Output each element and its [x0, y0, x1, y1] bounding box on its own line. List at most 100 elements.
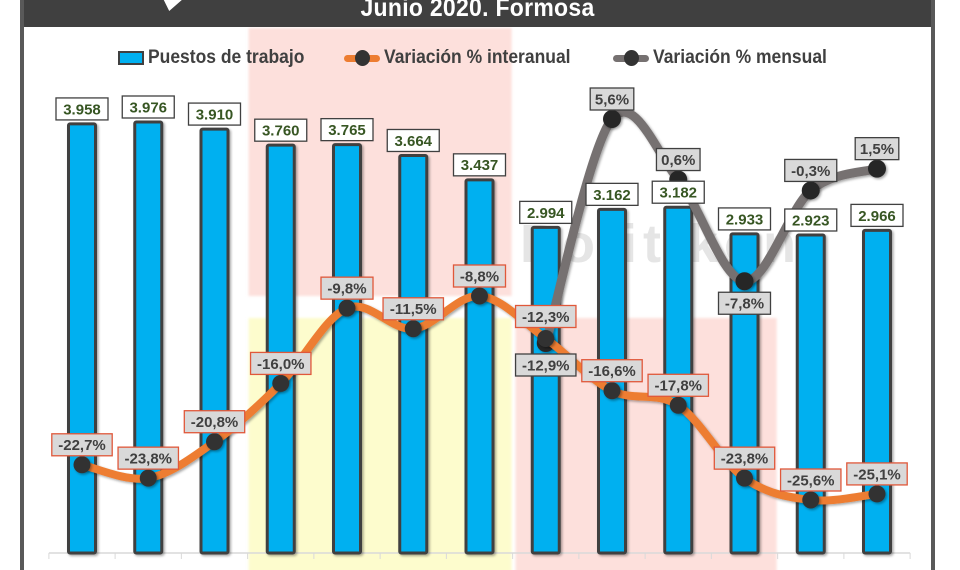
bar-value-label: 2.933 — [717, 207, 772, 231]
marker — [471, 287, 488, 305]
svg-text:3.664: 3.664 — [394, 133, 432, 150]
chart-frame-left — [20, 0, 24, 570]
svg-text:-12,9%: -12,9% — [522, 357, 570, 374]
svg-text:3.437: 3.437 — [461, 157, 499, 174]
svg-text:0,6%: 0,6% — [661, 152, 695, 169]
bar — [265, 143, 296, 555]
marker — [603, 110, 621, 128]
interanual-value-label: -16,0% — [249, 351, 312, 376]
interanual-value-label: -9,8% — [320, 276, 374, 300]
marker — [735, 272, 754, 291]
legend: Puestos de trabajo Variación % interanua… — [0, 44, 960, 72]
svg-text:-11,5%: -11,5% — [390, 301, 437, 318]
pct-data-labels: -22,7% -23,8% -20,8% -16,0% -9,8% -11,5% -8,8%… — [51, 87, 908, 492]
svg-text:5,6%: 5,6% — [595, 91, 629, 108]
svg-text:3.182: 3.182 — [659, 185, 697, 202]
svg-text:-23,8%: -23,8% — [721, 451, 769, 468]
mensual-value-label: -7,8% — [717, 291, 772, 315]
marker — [868, 485, 886, 503]
svg-text:3.162: 3.162 — [593, 187, 631, 204]
svg-text:2.933: 2.933 — [726, 211, 764, 228]
svg-text:-0,3%: -0,3% — [791, 163, 830, 180]
svg-text:-16,0%: -16,0% — [257, 356, 305, 373]
bar-value-label: 3.437 — [452, 153, 507, 177]
svg-text:-7,8%: -7,8% — [725, 296, 764, 313]
bar-value-label: 3.182 — [651, 180, 705, 204]
bar-swatch-icon — [118, 51, 145, 65]
legend-item-mensual: Variación % mensual — [612, 47, 842, 69]
marker — [272, 374, 290, 392]
marker — [206, 433, 223, 451]
svg-text:3.976: 3.976 — [129, 99, 167, 116]
svg-text:3.958: 3.958 — [63, 101, 101, 118]
bar-value-label: 3.976 — [121, 95, 175, 119]
svg-text:-20,8%: -20,8% — [191, 414, 239, 431]
interanual-value-label: -25,1% — [846, 462, 908, 486]
svg-text:-25,1%: -25,1% — [853, 466, 901, 483]
bar-value-label: 2.994 — [519, 200, 573, 225]
bar-value-label: 3.765 — [320, 117, 374, 142]
bar-data-labels: 3.958 3.976 3.910 3.760 3.765 3.664 3.437 2.994… — [55, 95, 904, 232]
svg-text:-9,8%: -9,8% — [327, 281, 366, 298]
mensual-value-label: -0,3% — [784, 158, 838, 183]
bar-value-label: 3.760 — [254, 118, 308, 142]
line-marker-swatch-icon — [612, 50, 649, 66]
bar — [862, 228, 892, 555]
marker — [868, 159, 886, 178]
bar-value-label: 3.958 — [55, 97, 109, 121]
marker — [404, 320, 422, 338]
mensual-value-label: 0,6% — [655, 147, 701, 172]
marker — [139, 469, 157, 487]
interanual-value-label: -23,8% — [713, 446, 776, 470]
marker — [736, 469, 753, 487]
interanual-value-label: -17,8% — [647, 373, 710, 397]
svg-text:-8,8%: -8,8% — [460, 268, 499, 285]
svg-text:-23,8%: -23,8% — [124, 451, 172, 468]
legend-item-puestos: Puestos de trabajo — [118, 47, 318, 69]
mensual-value-label: -12,9% — [514, 353, 577, 377]
line-marker-swatch-icon — [344, 50, 381, 66]
bar — [332, 143, 362, 555]
svg-text:2.994: 2.994 — [527, 205, 565, 222]
legend-label: Puestos de trabajo — [148, 47, 305, 68]
svg-text:-12,3%: -12,3% — [522, 309, 570, 326]
interanual-value-label: -25,6% — [779, 468, 842, 492]
svg-text:-16,6%: -16,6% — [588, 363, 636, 380]
svg-text:-22,7%: -22,7% — [58, 437, 106, 454]
svg-text:-25,6%: -25,6% — [787, 472, 835, 489]
mensual-value-label: 5,6% — [589, 87, 635, 111]
bar-value-label: 3.664 — [386, 128, 440, 153]
legend-label: Variación % interanual — [384, 47, 571, 68]
bar — [67, 122, 97, 555]
marker — [338, 299, 356, 317]
chart-frame-right — [931, 0, 935, 570]
svg-text:3.765: 3.765 — [328, 122, 366, 139]
marker — [73, 456, 91, 474]
bar-value-label: 3.162 — [585, 182, 639, 207]
legend-label: Variación % mensual — [652, 47, 827, 68]
interanual-value-label: -16,6% — [581, 359, 643, 383]
marker — [669, 396, 687, 414]
svg-text:3.760: 3.760 — [262, 123, 300, 140]
bar-value-label: 2.923 — [784, 208, 838, 232]
svg-text:3.910: 3.910 — [196, 106, 234, 123]
bar — [464, 178, 495, 555]
title-bar: Junio 2020. Formosa — [24, 0, 931, 27]
line-series-interanual — [73, 287, 886, 509]
interanual-value-label: -23,8% — [117, 446, 180, 470]
mensual-value-label: 1,5% — [854, 136, 900, 161]
interanual-value-label: -22,7% — [51, 433, 113, 457]
marker — [802, 491, 820, 509]
interanual-value-label: -11,5% — [382, 297, 445, 321]
interanual-value-label: -20,8% — [183, 410, 246, 434]
svg-text:-17,8%: -17,8% — [654, 378, 702, 395]
svg-text:1,5%: 1,5% — [860, 141, 894, 158]
bar — [133, 120, 164, 555]
legend-item-interanual: Variación % interanual — [344, 47, 587, 69]
interanual-value-label: -8,8% — [452, 264, 507, 288]
interanual-value-label: -12,3% — [514, 304, 577, 329]
bar — [398, 153, 429, 555]
svg-text:2.923: 2.923 — [792, 212, 830, 229]
bar — [199, 127, 230, 555]
